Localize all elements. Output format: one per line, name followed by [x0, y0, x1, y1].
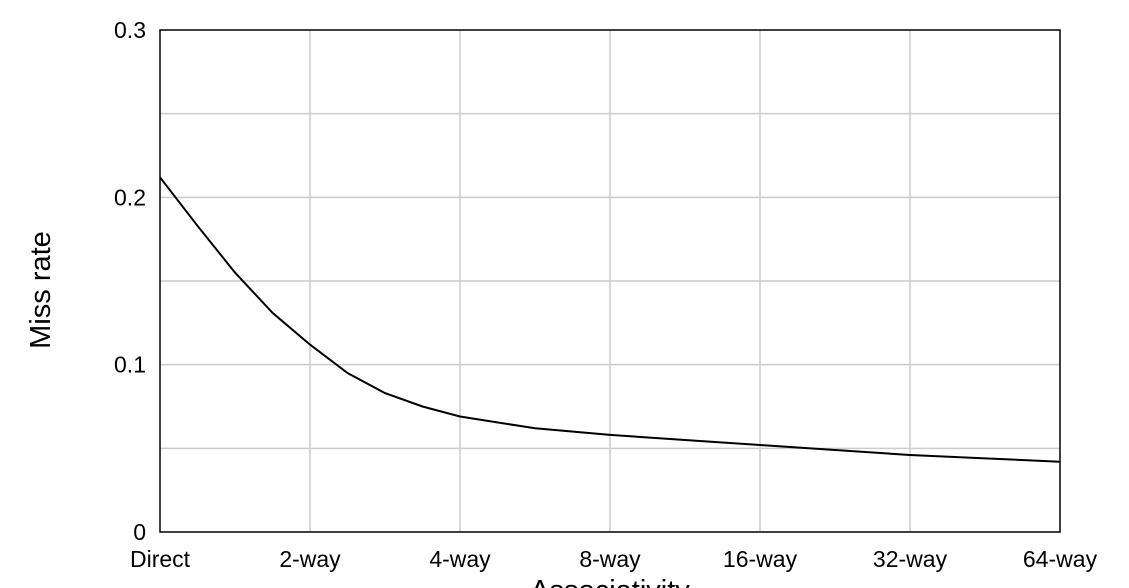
x-tick-labels: Direct 2-way 4-way 8-way 16-way 32-way 64-way — [130, 546, 1098, 572]
x-tick-label: 64-way — [1023, 546, 1098, 572]
series-layer — [159, 176, 1061, 463]
y-tick-labels: 0 0.1 0.2 0.3 — [114, 17, 146, 545]
x-tick-label: 32-way — [873, 546, 948, 572]
plot-frame — [159, 29, 1061, 533]
miss-rate-line — [159, 176, 1061, 463]
y-tick-label: 0.2 — [114, 184, 146, 210]
x-tick-label: 8-way — [579, 546, 641, 572]
x-axis-title: Associativity — [530, 575, 690, 588]
x-tick-label: 2-way — [279, 546, 341, 572]
y-axis-title: Miss rate — [25, 231, 57, 349]
y-tick-label: 0 — [133, 519, 146, 545]
x-tick-label: 16-way — [723, 546, 798, 572]
y-tick-label: 0.1 — [114, 352, 146, 378]
grid — [160, 30, 1060, 532]
y-tick-label: 0.3 — [114, 17, 146, 43]
x-tick-label: Direct — [130, 546, 191, 572]
x-tick-label: 4-way — [429, 546, 491, 572]
